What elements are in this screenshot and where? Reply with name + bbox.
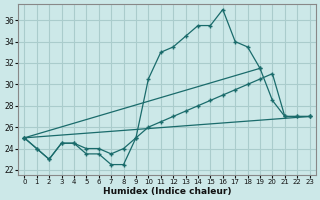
X-axis label: Humidex (Indice chaleur): Humidex (Indice chaleur) — [103, 187, 231, 196]
